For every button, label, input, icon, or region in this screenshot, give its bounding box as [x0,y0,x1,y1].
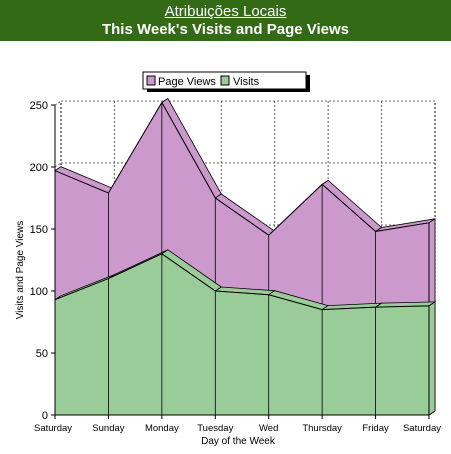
y-axis-label: Visits and Page Views [15,221,26,320]
gridline-depth [54,100,62,106]
y-tick-label: 250 [30,100,48,112]
legend-label-page-views: Page Views [158,76,216,88]
series-layer [54,97,437,416]
site-link[interactable]: Atribuições Locais [164,3,287,20]
chart-legend: Page Views Visits [142,71,310,92]
area-side-face [428,301,436,416]
y-tick-label: 0 [42,410,48,422]
x-tick-label: Monday [145,423,179,434]
x-tick-label: Saturday [34,423,72,434]
y-tick-label: 100 [30,286,48,298]
x-tick-label: Thursday [302,423,342,434]
x-tick-label: Tuesday [197,423,233,434]
legend-label-visits: Visits [233,76,260,88]
y-tick-label: 200 [30,162,48,174]
legend-swatch-visits [220,75,230,86]
series-visits [54,249,437,416]
axis-layer: Visits and Page Views Day of the Week 0 5… [15,100,441,447]
legend-swatch-page-views [146,75,156,86]
y-tick-label: 50 [36,348,48,360]
x-tick-label: Saturday [403,423,441,434]
page-title: This Week's Visits and Page Views [101,21,350,38]
x-tick-label: Wed [259,423,278,434]
page-header: Atribuições Locais This Week's Visits an… [0,0,451,41]
x-tick-label: Sunday [92,423,124,434]
x-axis-label: Day of the Week [201,436,276,447]
gridline-depth [54,162,62,168]
x-tick-label: Friday [362,423,389,434]
y-tick-label: 150 [30,224,48,236]
